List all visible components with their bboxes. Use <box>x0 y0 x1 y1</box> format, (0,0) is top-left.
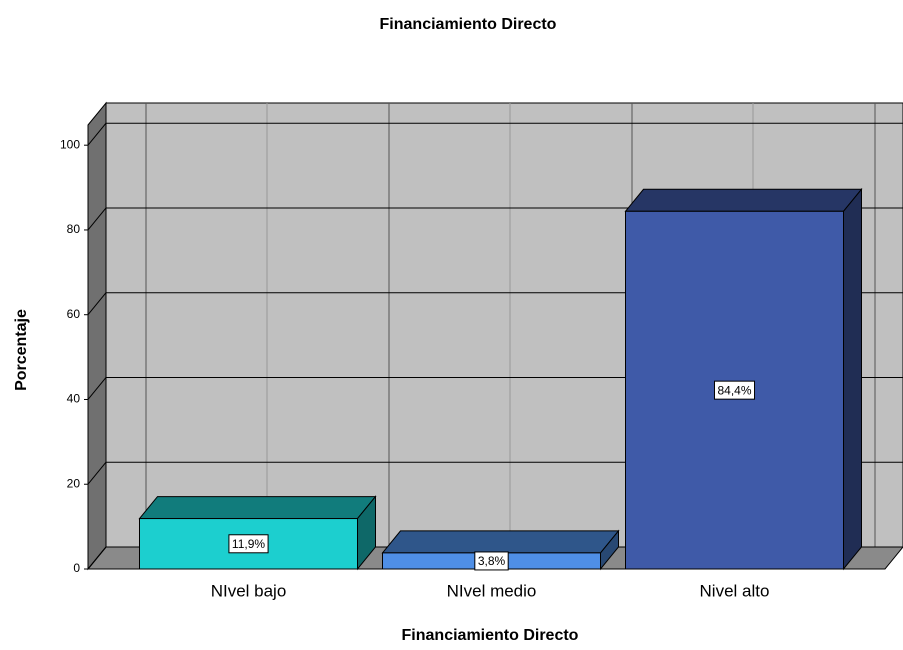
grid-line <box>87 546 107 570</box>
value-label-box <box>228 534 269 554</box>
value-label: 84,4% <box>717 383 751 397</box>
grid-line <box>87 377 107 400</box>
grid-line <box>87 122 107 146</box>
x-tick-label: NIvel medio <box>447 581 537 600</box>
bar-top <box>624 188 863 212</box>
value-label: 11,9% <box>232 537 265 551</box>
grid-line <box>87 292 107 316</box>
bar-top <box>138 496 377 520</box>
chart-title: Financiamiento Directo <box>380 16 557 33</box>
value-label: 3,8% <box>478 554 506 568</box>
x-axis-title: Financiamiento Directo <box>402 627 579 644</box>
y-tick-label: 0 <box>73 561 80 575</box>
y-tick-label: 20 <box>67 476 81 490</box>
y-tick-label: 80 <box>67 222 81 236</box>
grid-line <box>87 461 107 485</box>
bar-top <box>381 530 620 554</box>
x-tick-label: NIvel bajo <box>211 581 287 600</box>
left-wall <box>87 101 107 571</box>
grid-line <box>87 207 107 231</box>
value-label-box <box>713 380 756 400</box>
y-tick-label: 60 <box>67 307 81 321</box>
y-tick-label: 100 <box>60 137 80 151</box>
y-axis-title: Porcentaje <box>13 309 30 391</box>
x-tick-label: Nivel alto <box>700 581 770 600</box>
y-tick-label: 40 <box>67 392 81 406</box>
bar-side <box>843 187 862 571</box>
value-label-box <box>474 551 509 571</box>
